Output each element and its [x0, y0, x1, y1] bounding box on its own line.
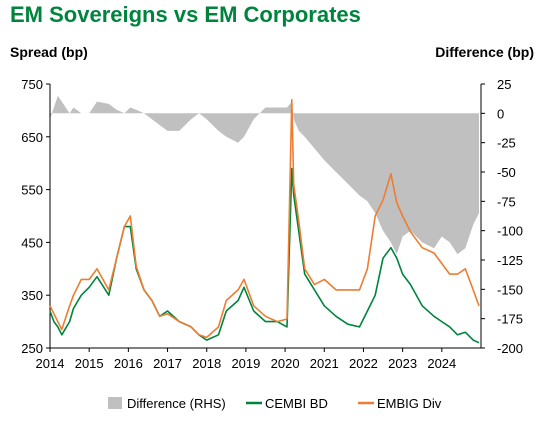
cembi-bd-line [49, 167, 480, 344]
x-tick-label: 2020 [271, 356, 300, 371]
y-right-tick-label: -200 [497, 341, 523, 356]
y-right-tick-label: -50 [497, 165, 516, 180]
x-tick-label: 2022 [349, 356, 378, 371]
x-tick-label: 2015 [75, 356, 104, 371]
x-tick-label: 2024 [427, 356, 456, 371]
y-right-tick-label: -125 [497, 253, 523, 268]
chart-title: EM Sovereigns vs EM Corporates [10, 2, 361, 27]
y-right-tick-label: -100 [497, 224, 523, 239]
tick-labels-layer: 2014 2015 2016 2017 2018 2019 2020 2021 2022 2023… [21, 77, 523, 371]
y-left-tick-label: 350 [21, 288, 43, 303]
difference-area-layer [50, 95, 479, 255]
x-tick-label: 2014 [36, 356, 65, 371]
y-left-tick-label: 450 [21, 235, 43, 250]
y-left-tick-label: 550 [21, 183, 43, 198]
axes-layer [49, 84, 482, 349]
embig-div-legend-label: EMBIG Div [377, 396, 442, 411]
y-right-tick-label: 0 [497, 106, 504, 121]
y-right-tick-label: -75 [497, 194, 516, 209]
x-tick-label: 2016 [114, 356, 143, 371]
y-right-tick-label: 25 [497, 77, 511, 92]
x-tick-label: 2023 [388, 356, 417, 371]
x-tick-label: 2018 [192, 356, 221, 371]
y-right-tick-label: -150 [497, 282, 523, 297]
x-tick-label: 2021 [310, 356, 339, 371]
series-lines-layer [49, 99, 480, 344]
difference-area [50, 95, 479, 255]
difference-rhs-legend-swatch [108, 397, 122, 409]
cembi-bd-legend-label: CEMBI BD [265, 396, 328, 411]
embig-div-line [49, 99, 480, 339]
difference-rhs-legend-label: Difference (RHS) [127, 396, 226, 411]
y-left-tick-label: 750 [21, 77, 43, 92]
x-tick-label: 2017 [153, 356, 182, 371]
left-axis-title: Spread (bp) [10, 44, 88, 60]
legend: Difference (RHS) CEMBI BD EMBIG Div [108, 396, 442, 411]
y-left-tick-label: 250 [21, 341, 43, 356]
y-right-tick-label: -175 [497, 312, 523, 327]
y-right-tick-label: -25 [497, 136, 516, 151]
x-tick-label: 2019 [231, 356, 260, 371]
right-axis-title: Difference (bp) [435, 44, 534, 60]
y-left-tick-label: 650 [21, 130, 43, 145]
